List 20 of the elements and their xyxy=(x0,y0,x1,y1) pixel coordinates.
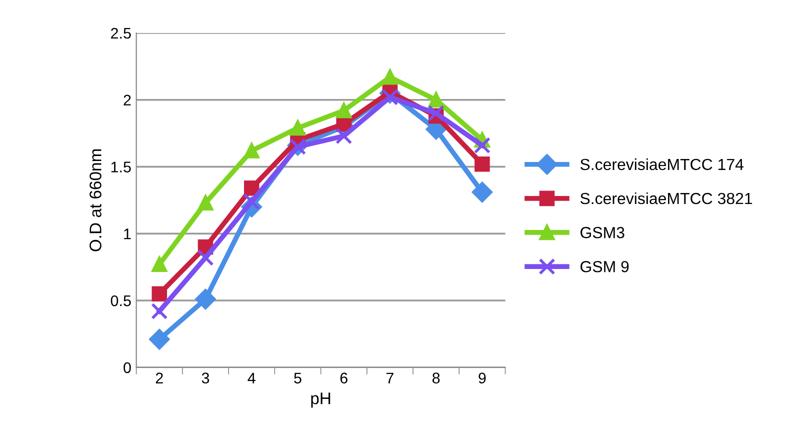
y-tick-label: 1 xyxy=(124,228,131,240)
x-tick-label: 4 xyxy=(248,372,256,384)
y-tick-label: 2 xyxy=(124,94,131,106)
legend-label: S.cerevisiaeMTCC 174 xyxy=(580,158,744,170)
y-tick-label: 2.5 xyxy=(111,28,131,39)
x-tick-label: 2 xyxy=(156,372,163,384)
y-tick-label: 1.5 xyxy=(111,162,131,172)
x-axis-title: pH xyxy=(311,392,330,408)
y-tick-label: 0.5 xyxy=(110,295,131,306)
x-tick-label: 8 xyxy=(432,372,440,384)
legend-label: S.cerevisiaeMTCC 3821 xyxy=(580,192,752,204)
y-axis-title: O.D at 660nm xyxy=(90,149,102,252)
x-tick-label: 6 xyxy=(340,372,348,384)
legend-label: GSM3 xyxy=(580,226,624,238)
x-tick-label: 9 xyxy=(478,372,486,384)
x-tick-label: 5 xyxy=(294,372,302,384)
x-tick-label: 7 xyxy=(386,372,394,384)
y-tick-label: 0 xyxy=(124,362,131,374)
x-tick-label: 3 xyxy=(202,372,210,384)
legend-label: GSM 9 xyxy=(580,260,629,272)
